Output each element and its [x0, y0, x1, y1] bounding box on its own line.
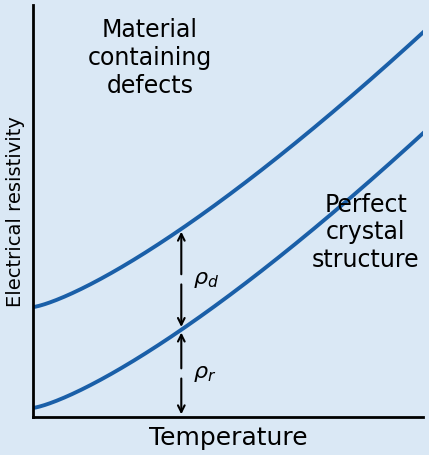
- X-axis label: Temperature: Temperature: [149, 425, 308, 450]
- Text: Material
containing
defects: Material containing defects: [88, 18, 212, 97]
- Y-axis label: Electrical resistivity: Electrical resistivity: [6, 116, 24, 307]
- Text: Perfect
crystal
structure: Perfect crystal structure: [312, 192, 420, 272]
- Text: $\rho_r$: $\rho_r$: [193, 364, 216, 384]
- Text: $\rho_d$: $\rho_d$: [193, 270, 219, 290]
